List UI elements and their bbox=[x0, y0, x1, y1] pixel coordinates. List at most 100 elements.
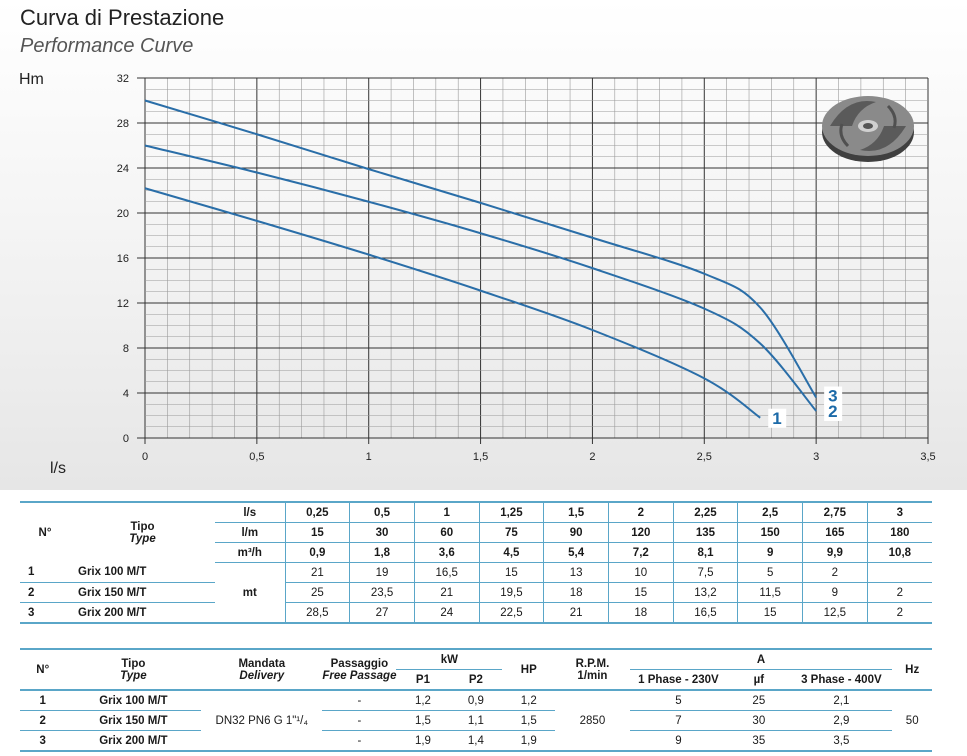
flow-lm-cell: 90 bbox=[543, 522, 609, 543]
flow-ls-cell: 3 bbox=[866, 501, 932, 523]
x-tick-label: 0,5 bbox=[249, 451, 264, 463]
x-tick-label: 3 bbox=[813, 451, 819, 463]
x-tick-label: 0 bbox=[142, 451, 148, 463]
head-value-cell: 16,5 bbox=[413, 562, 480, 583]
flow-ls-cell: 2 bbox=[607, 501, 674, 523]
table-row: 2 Grix 150 M/T -1,5 1,1 1,5 7 30 2,9 bbox=[20, 710, 932, 731]
y-axis-label: Hm bbox=[19, 71, 44, 88]
delivery-value: DN32 PN6 G 1"¹/₄ bbox=[201, 690, 323, 752]
col-rpm-header: R.P.M. 1/min bbox=[555, 648, 630, 691]
flow-m3h-cell: 7,2 bbox=[607, 542, 674, 563]
series-label-bg bbox=[824, 386, 843, 406]
motor-data-table: N° Tipo Type Mandata Delivery Passaggio Free P… bbox=[20, 648, 932, 752]
flow-m3h-cell: 3,6 bbox=[413, 542, 480, 563]
uf-value: 30 bbox=[727, 710, 791, 731]
head-value-cell: 18 bbox=[607, 602, 674, 624]
uf-value: 35 bbox=[727, 730, 791, 752]
type-label: Type bbox=[129, 532, 156, 545]
y-tick-label: 24 bbox=[117, 163, 129, 175]
head-value-cell: 2 bbox=[866, 582, 932, 603]
head-value-cell: 2 bbox=[866, 602, 932, 624]
flow-lm-cell: 120 bbox=[607, 522, 674, 543]
p1-value: 1,5 bbox=[396, 710, 450, 731]
head-value-cell: 13,2 bbox=[672, 582, 738, 603]
head-value-cell: 9 bbox=[802, 582, 868, 603]
y-tick-label: 4 bbox=[123, 388, 129, 400]
head-value-cell: 13 bbox=[543, 562, 609, 583]
head-value-cell: 21 bbox=[543, 602, 609, 624]
head-value-cell: 21 bbox=[413, 582, 480, 603]
row-number: 1 bbox=[20, 562, 70, 583]
p2-value: 1,4 bbox=[449, 730, 503, 752]
flow-m3h-cell: 1,8 bbox=[349, 542, 415, 563]
y-tick-label: 20 bbox=[117, 208, 129, 220]
chart-labels: 1 23 bbox=[768, 386, 843, 428]
unit-mt: mt bbox=[215, 562, 286, 624]
flow-m3h-cell: 9 bbox=[737, 542, 803, 563]
col-1phase-header: 1 Phase - 230V bbox=[629, 669, 728, 691]
passage-value: - bbox=[322, 710, 397, 731]
series-label-2: 2 bbox=[828, 402, 837, 421]
flow-ls-cell: 2,75 bbox=[802, 501, 868, 523]
chart-grid bbox=[144, 77, 929, 439]
flow-lm-cell: 75 bbox=[478, 522, 544, 543]
col-no-header: N° bbox=[20, 501, 70, 563]
col-passage-header: Passaggio Free Passage bbox=[322, 648, 397, 691]
head-value-cell: 15 bbox=[737, 602, 803, 624]
head-value-cell: 27 bbox=[349, 602, 415, 624]
unit-m3h: m³/h bbox=[215, 542, 286, 563]
uf-value: 25 bbox=[727, 690, 791, 711]
head-value-cell: 19,5 bbox=[478, 582, 544, 603]
a-3phase-value: 2,1 bbox=[790, 690, 893, 711]
col-no-header: N° bbox=[20, 648, 66, 691]
impeller-image bbox=[822, 96, 914, 162]
col-hp-header: HP bbox=[502, 648, 556, 691]
row-model-name: Grix 100 M/T bbox=[65, 690, 202, 711]
head-value-cell: 23,5 bbox=[349, 582, 415, 603]
y-tick-label: 32 bbox=[117, 73, 129, 85]
p2-value: 1,1 bbox=[449, 710, 503, 731]
flow-ls-cell: 1,25 bbox=[478, 501, 544, 523]
row-model-name: Grix 200 M/T bbox=[65, 730, 202, 752]
head-value-cell: 21 bbox=[284, 562, 350, 583]
chart-background bbox=[0, 0, 967, 490]
page-title: Curva di Prestazione bbox=[20, 5, 225, 30]
x-axis-label: l/s bbox=[50, 460, 66, 477]
a-1phase-value: 7 bbox=[629, 710, 728, 731]
a-3phase-value: 2,9 bbox=[790, 710, 893, 731]
col-uf-header: µf bbox=[727, 669, 791, 691]
head-value-cell: 18 bbox=[543, 582, 609, 603]
flow-lm-cell: 150 bbox=[737, 522, 803, 543]
row-number: 2 bbox=[20, 710, 66, 731]
series-line-2 bbox=[144, 144, 817, 412]
x-tick-label: 2 bbox=[589, 451, 595, 463]
head-value-cell: 28,5 bbox=[284, 602, 350, 624]
series-line-3 bbox=[144, 99, 817, 399]
head-value-cell: 15 bbox=[478, 562, 544, 583]
table-row: 2 Grix 150 M/T 25 23,5 21 19,5 18 15 13,2 11,5 9 2 bbox=[20, 582, 932, 603]
flow-head-table: N° Tipo Type l/s 0,25 0,5 1 1,25 1,5 2 2,25 2,5 2,75… bbox=[20, 501, 932, 624]
table-header-row: l/m 15 30 60 75 90 120 135 150 165 180 bbox=[20, 522, 932, 543]
flow-m3h-cell: 0,9 bbox=[284, 542, 350, 563]
p1-value: 1,9 bbox=[396, 730, 450, 752]
col-kw-header: kW bbox=[396, 648, 503, 670]
flow-lm-cell: 180 bbox=[866, 522, 932, 543]
y-tick-label: 0 bbox=[123, 433, 129, 445]
col-p1-header: P1 bbox=[396, 669, 450, 691]
flow-ls-cell: 0,5 bbox=[349, 501, 415, 523]
head-value-cell: 22,5 bbox=[478, 602, 544, 624]
head-value-cell: 11,5 bbox=[737, 582, 803, 603]
series-label-bg bbox=[768, 408, 787, 428]
x-tick-label: 1 bbox=[366, 451, 372, 463]
table-row: 1 Grix 100 M/T DN32 PN6 G 1"¹/₄ -1,2 0,9 1,2 2… bbox=[20, 690, 932, 752]
passage-value: - bbox=[322, 730, 397, 752]
row-model-name: Grix 150 M/T bbox=[70, 582, 216, 603]
col-3phase-header: 3 Phase - 400V bbox=[790, 669, 893, 691]
row-model-name: Grix 200 M/T bbox=[70, 602, 216, 624]
passage-value: - bbox=[322, 690, 397, 711]
hp-value: 1,5 bbox=[502, 710, 556, 731]
flow-lm-cell: 60 bbox=[413, 522, 480, 543]
row-number: 1 bbox=[20, 690, 66, 711]
head-value-cell: 16,5 bbox=[672, 602, 738, 624]
